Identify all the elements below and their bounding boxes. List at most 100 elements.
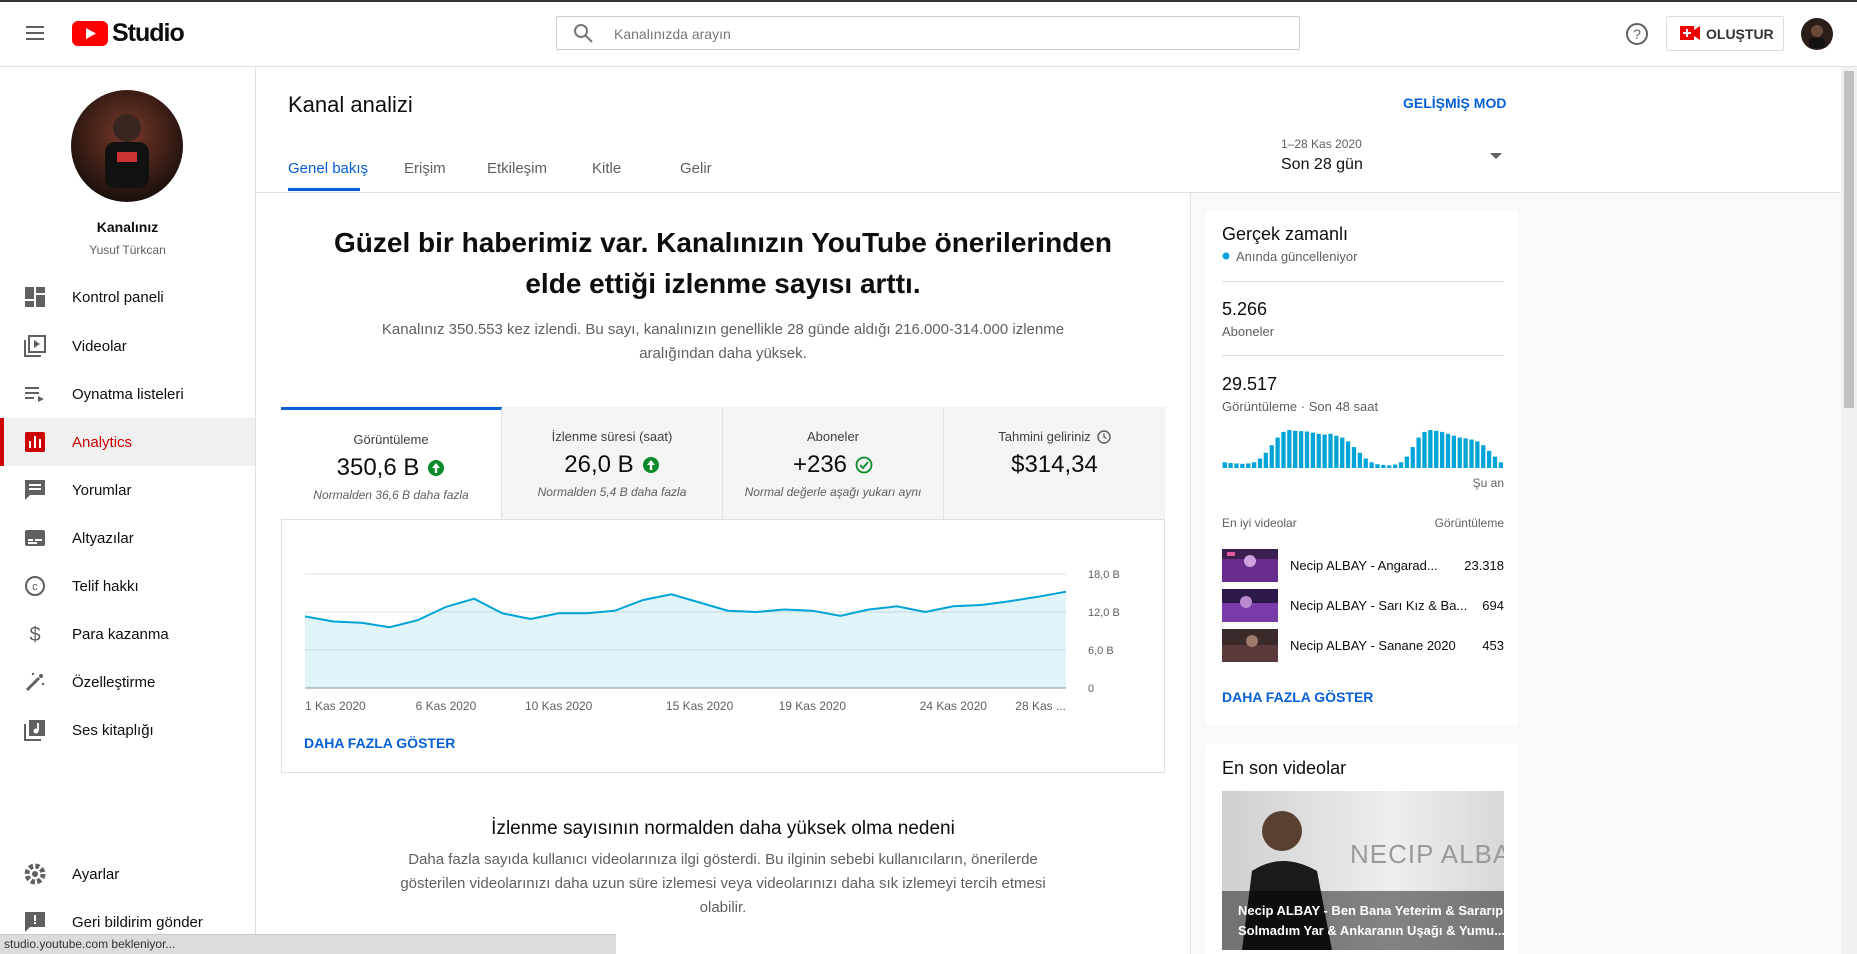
x-tick-label: 28 Kas ... [1015,699,1066,713]
date-range[interactable]: 1–28 Kas 2020 [1281,137,1362,151]
subscriber-count: 5.266 [1222,299,1268,319]
realtime-bar [1445,433,1451,468]
view-label: Görüntüleme · Son 48 saat [1222,399,1379,414]
realtime-bar [1492,456,1498,468]
realtime-bar [1287,430,1292,468]
realtime-bar [1257,458,1263,468]
latest-title: En son videolar [1222,758,1347,778]
metric-tab[interactable]: İzlenme süresi (saat) 26,0 B Normalden 5… [502,407,723,519]
trend-up-icon [428,460,445,476]
trend-up-icon [642,457,659,473]
thumbnail-art [1222,811,1504,950]
metric-tab[interactable]: Tahmini geliriniz $314,34 [944,407,1165,519]
show-more-link[interactable]: DAHA FAZLA GÖSTER [304,735,456,751]
realtime-bar [1357,452,1362,468]
realtime-bar [1463,438,1468,468]
channel-avatar[interactable] [71,90,183,202]
svg-text:?: ? [1633,26,1641,42]
metric-value: $314,34 [1011,451,1098,478]
realtime-bar [1481,445,1486,468]
metric-value: 350,6 B [336,454,420,481]
nav-item[interactable]: c Telif hakkı [0,562,255,610]
latest-video-title: Solmadım Yar & Ankaranın Uşağı & Yumu... [1238,923,1504,938]
date-period[interactable]: Son 28 gün [1281,156,1363,173]
date-dropdown[interactable] [1490,153,1502,161]
nav-icon: c [25,576,45,596]
search-placeholder: Kanalınızda arayın [614,26,731,42]
metric-tab-active[interactable]: Görüntüleme 350,6 B Normalden 36,6 B dah… [281,407,502,519]
realtime-bar [1351,447,1357,468]
nav-item[interactable]: Videolar [0,322,255,370]
realtime-bar [1293,430,1298,468]
sidebar-divider [255,67,256,954]
realtime-bar [1275,437,1280,468]
video-title: Necip ALBAY - Sanane 2020 [1290,638,1456,653]
show-more-link[interactable]: DAHA FAZLA GÖSTER [1222,689,1374,705]
search-icon [574,24,593,43]
realtime-bar [1222,462,1227,468]
top-video-row[interactable]: Necip ALBAY - Angarad... 23.318 [1222,549,1504,583]
top-video-row[interactable]: Necip ALBAY - Sanane 2020 453 [1222,629,1504,663]
nav-label: Özelleştirme [72,673,156,691]
create-label: OLUŞTUR [1706,26,1774,42]
realtime-bar [1234,463,1239,468]
nav-icon [25,530,45,546]
search-box[interactable] [556,16,1300,50]
logo-text[interactable]: Studio [112,19,185,47]
menu-button[interactable] [24,22,48,44]
tab[interactable]: Kitle [592,160,622,177]
advanced-mode-link[interactable]: GELİŞMİŞ MOD [1403,95,1507,111]
realtime-bar [1263,452,1268,468]
clock-icon [1096,429,1111,444]
reason-text: olabilir. [699,899,747,916]
video-thumbnail [1222,629,1278,662]
y-tick-label: 6,0 B [1088,645,1114,657]
top-video-row[interactable]: Necip ALBAY - Sarı Kız & Ba... 694 [1222,589,1504,623]
tab[interactable]: Etkileşim [487,160,548,177]
logo-icon[interactable] [72,21,110,47]
realtime-bar [1381,464,1386,468]
nav-label: Kontrol paneli [72,288,164,306]
video-title: Necip ALBAY - Angarad... [1290,558,1438,573]
nav-item[interactable]: $ Para kazanma [0,610,255,658]
scrollbar-thumb[interactable] [1844,71,1854,408]
realtime-bar [1304,431,1310,468]
video-thumbnail [1222,589,1278,622]
tab-underline [288,188,360,191]
metric-tab[interactable]: Aboneler +236 Normal değerle aşağı yukar… [723,407,944,519]
nav-icon: $ [29,624,40,645]
account-avatar[interactable] [1801,18,1833,50]
top-videos-title: En iyi videolar [1222,516,1297,530]
top-videos-column: Görüntüleme [1434,516,1504,530]
nav-item[interactable]: Kontrol paneli [0,273,255,321]
metrics-divider [281,519,1165,520]
nav-item[interactable]: Özelleştirme [0,658,255,706]
realtime-bar [1410,447,1415,468]
realtime-bar [1434,430,1439,468]
x-tick-label: 6 Kas 2020 [416,699,477,713]
nav-item[interactable]: Altyazılar [0,514,255,562]
nav-icon [25,912,45,932]
summary-text: aralığından daha yüksek. [639,345,807,362]
nav-item[interactable]: Ayarlar [0,850,255,898]
tab[interactable]: Erişim [404,160,446,177]
realtime-bar [1457,437,1462,468]
tab-active[interactable]: Genel bakış [288,160,369,177]
header-divider [0,66,1857,67]
realtime-bar [1486,450,1492,468]
nav-item[interactable]: Oynatma listeleri [0,370,255,418]
create-button[interactable] [1666,16,1784,51]
latest-thumbnail[interactable]: NECIP ALBAY Necip ALBAY - Ben Bana Yeter… [1222,791,1504,950]
realtime-bar [1269,445,1274,468]
tab[interactable]: Gelir [680,160,712,177]
nav-icon [24,863,46,885]
nav-item[interactable]: Geri bildirim gönder [0,898,255,946]
nav-item-active[interactable]: Analytics [0,418,255,466]
x-tick-label: 15 Kas 2020 [666,699,734,713]
nav-item[interactable]: Ses kitaplığı [0,706,255,754]
reason-text: Daha fazla sayıda kullanıcı videolarınız… [408,851,1038,868]
nav-icon [24,335,46,357]
nav-item[interactable]: Yorumlar [0,466,255,514]
help-button[interactable]: ? [1625,22,1649,46]
